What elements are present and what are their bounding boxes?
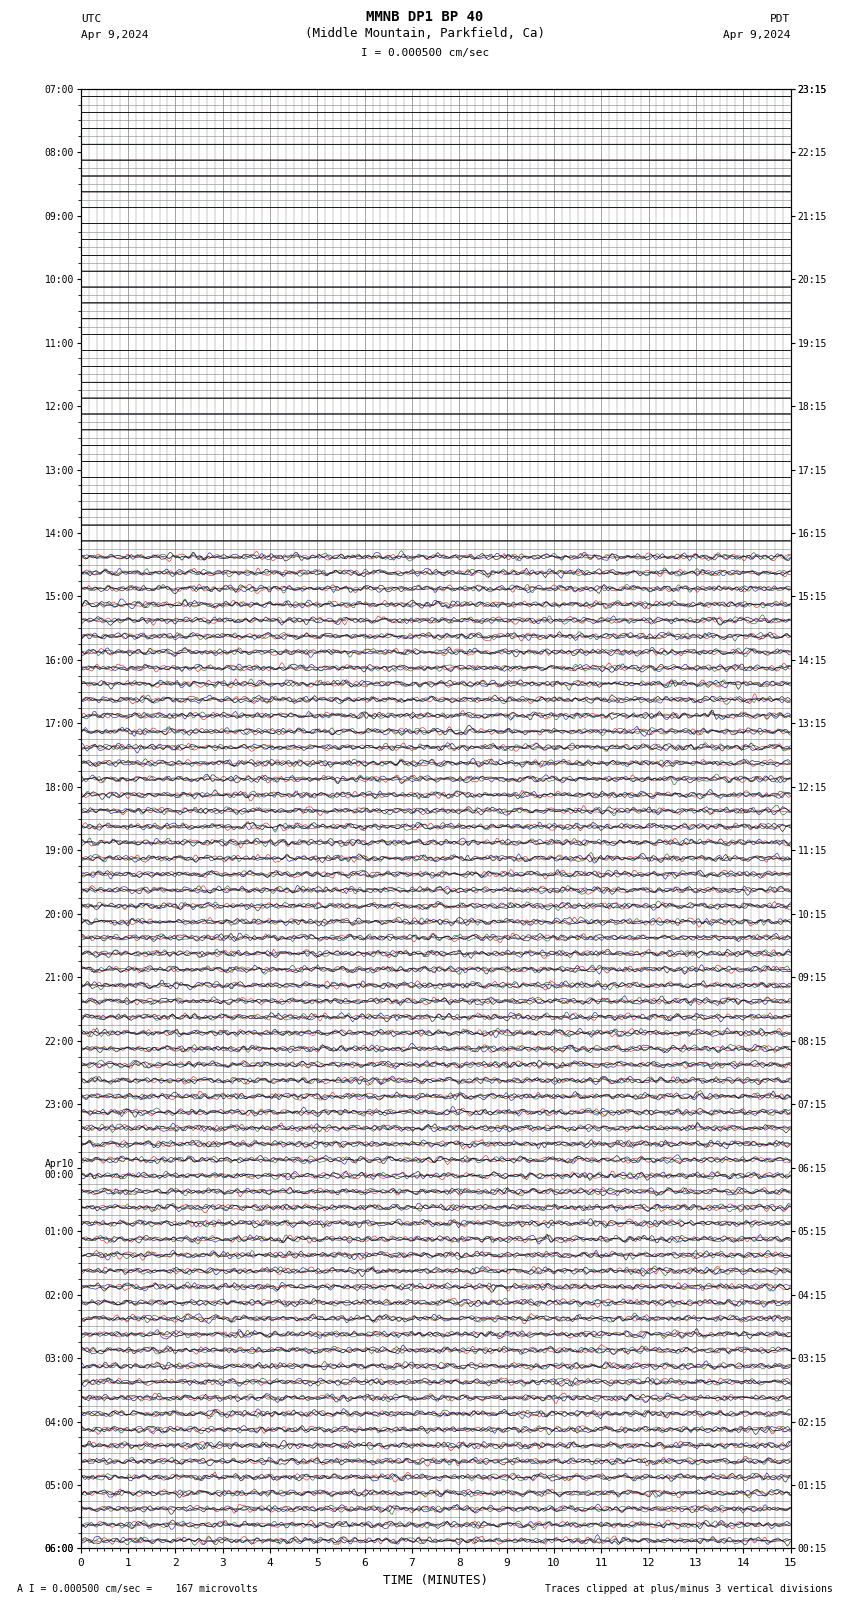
Text: MMNB DP1 BP 40: MMNB DP1 BP 40: [366, 10, 484, 24]
Text: A I = 0.000500 cm/sec =    167 microvolts: A I = 0.000500 cm/sec = 167 microvolts: [17, 1584, 258, 1594]
Text: Traces clipped at plus/minus 3 vertical divisions: Traces clipped at plus/minus 3 vertical …: [545, 1584, 833, 1594]
Text: PDT: PDT: [770, 15, 790, 24]
Text: UTC: UTC: [81, 15, 101, 24]
X-axis label: TIME (MINUTES): TIME (MINUTES): [383, 1574, 488, 1587]
Text: Apr 9,2024: Apr 9,2024: [81, 31, 148, 40]
Text: I = 0.000500 cm/sec: I = 0.000500 cm/sec: [361, 48, 489, 58]
Text: Apr 9,2024: Apr 9,2024: [723, 31, 791, 40]
Text: (Middle Mountain, Parkfield, Ca): (Middle Mountain, Parkfield, Ca): [305, 27, 545, 40]
